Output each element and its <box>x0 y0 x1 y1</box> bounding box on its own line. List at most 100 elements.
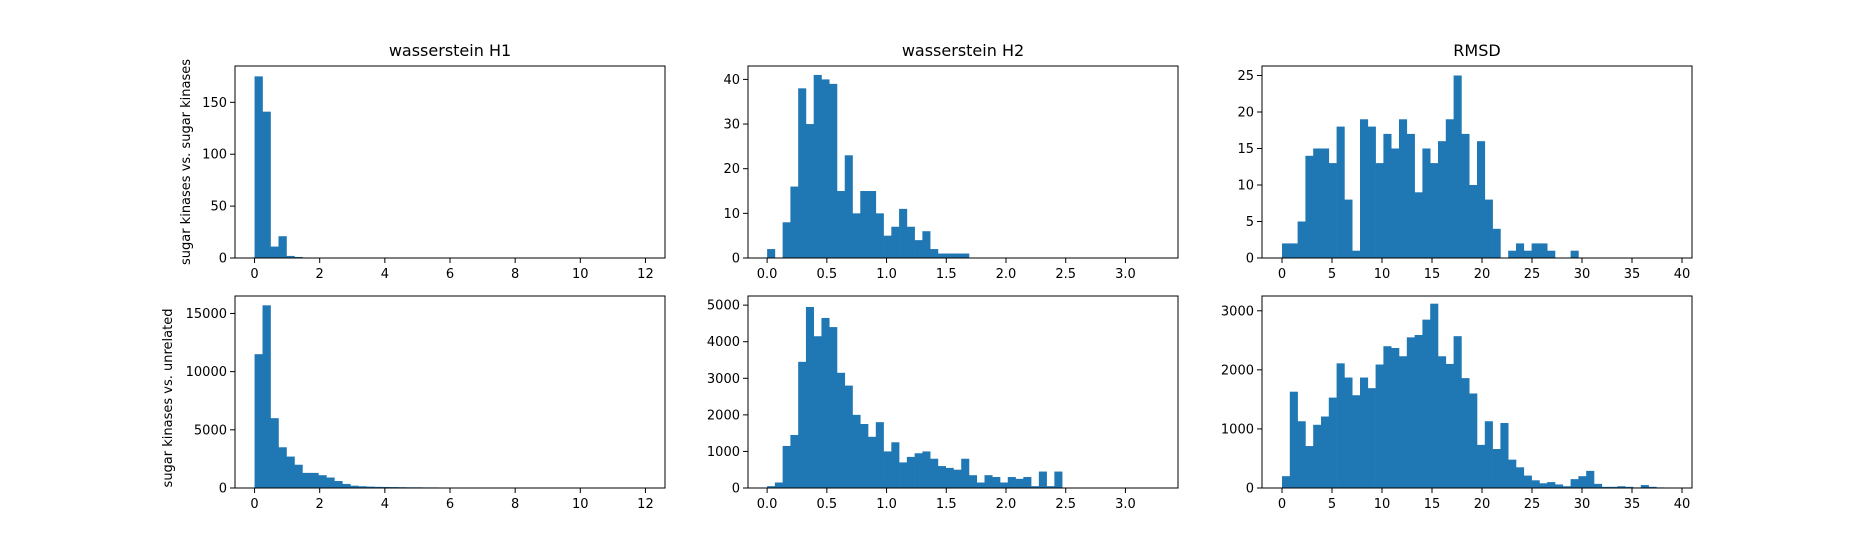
histogram-bar <box>1523 250 1532 258</box>
histogram-bar <box>1375 163 1384 258</box>
y-tick-label: 10 <box>1237 178 1254 193</box>
x-tick-label: 0.0 <box>757 497 778 512</box>
panel-title: wasserstein H1 <box>389 41 511 60</box>
histogram-bar <box>1453 336 1462 488</box>
histogram-bar <box>1430 163 1439 258</box>
y-tick-label: 2000 <box>1221 363 1254 378</box>
histogram-bar <box>1461 133 1470 258</box>
histogram-bar <box>961 458 970 488</box>
histogram-bar <box>1321 416 1330 488</box>
y-tick-label: 1000 <box>707 445 740 460</box>
histogram-bar <box>868 436 877 488</box>
histogram-bar <box>302 472 311 488</box>
row-label-top: sugar kinases vs. sugar kinases <box>179 59 194 265</box>
y-tick-label: 5 <box>1246 215 1254 230</box>
x-tick-label: 2.5 <box>1055 267 1076 282</box>
y-tick-label: 50 <box>210 200 227 215</box>
histogram-bar <box>254 76 263 258</box>
histogram-bar <box>953 469 962 488</box>
histogram-bar <box>821 317 830 488</box>
histogram-bar <box>992 477 1001 488</box>
histogram-bar <box>1601 486 1610 488</box>
panel-title: RMSD <box>1453 41 1500 60</box>
x-tick-label: 2.0 <box>996 497 1017 512</box>
x-tick-label: 25 <box>1524 267 1541 282</box>
x-tick-label: 1.0 <box>876 497 897 512</box>
histogram-bar <box>930 458 939 488</box>
histogram-bar <box>883 235 892 258</box>
histogram-bar <box>1484 421 1493 488</box>
histogram-bar <box>968 475 978 488</box>
histogram-bar <box>790 186 799 258</box>
histogram-bar <box>310 472 319 488</box>
histogram-bar <box>798 361 807 488</box>
histogram-bar <box>1313 148 1322 258</box>
histogram-bar <box>1023 477 1032 488</box>
y-tick-label: 3000 <box>1221 304 1254 319</box>
histogram-bar <box>860 191 869 258</box>
panel-wasserstein-h1-bottom: 0 2 4 6 8 10 12 0 5000 10000 15000 <box>186 295 666 512</box>
x-tick-label: 20 <box>1474 497 1491 512</box>
x-tick-label: 5 <box>1328 497 1336 512</box>
histogram-bar <box>278 447 287 488</box>
x-tick-label: 0 <box>250 267 258 282</box>
histogram-bar <box>1399 119 1408 258</box>
histogram-bar <box>976 482 985 488</box>
y-tick-label: 1000 <box>1221 422 1254 437</box>
histogram-bar <box>1282 476 1291 488</box>
x-tick-label: 3.0 <box>1115 267 1136 282</box>
histogram-bar <box>891 226 900 258</box>
histogram-bar <box>782 445 791 488</box>
histogram-bar <box>1422 319 1431 488</box>
histogram-bar <box>1640 485 1649 488</box>
histogram-bar <box>782 222 791 258</box>
histogram-bar <box>961 253 970 258</box>
histogram-bar <box>1344 377 1353 488</box>
histogram-bar <box>1594 483 1603 488</box>
y-tick-label: 3000 <box>707 372 740 387</box>
histogram-bar <box>1000 482 1009 488</box>
histogram-bar <box>1500 423 1509 488</box>
x-tick-label: 2.0 <box>996 267 1017 282</box>
x-tick-label: 0.5 <box>816 267 837 282</box>
histogram-bar <box>366 486 375 488</box>
histogram-bar <box>1547 250 1556 258</box>
y-tick-label: 0 <box>1246 482 1254 497</box>
histogram-bar <box>1531 480 1540 488</box>
histogram-bar <box>930 249 939 258</box>
histogram-bar <box>883 451 892 488</box>
histogram-bar <box>350 485 359 488</box>
histogram-bar <box>945 253 954 258</box>
histogram-bar <box>1461 378 1470 488</box>
panel-rmsd-top: 0 5 10 15 20 25 30 35 40 0 5 10 15 20 25 RMSD <box>1237 41 1693 282</box>
histogram-bar <box>1305 446 1314 488</box>
x-tick-label: 6 <box>446 497 454 512</box>
histogram-bar <box>821 79 830 259</box>
histogram-bar <box>914 453 923 488</box>
histogram-bar <box>1367 388 1376 488</box>
histogram-bar <box>1289 243 1298 258</box>
panel-wasserstein-h2-top: 0.0 0.5 1.0 1.5 2.0 2.5 3.0 0 10 20 30 40 wasserstei… <box>723 41 1179 282</box>
histogram-bar <box>358 486 367 488</box>
panel-wasserstein-h1-top: 0 2 4 6 8 10 12 0 50 100 150 wasserstein H1 <box>202 41 666 282</box>
histogram-bar <box>1547 482 1556 488</box>
x-tick-label: 4 <box>381 267 389 282</box>
histogram-bar <box>984 475 993 488</box>
histogram-bar <box>1555 484 1564 488</box>
histogram-bar <box>875 213 884 258</box>
x-tick-label: 10 <box>572 267 589 282</box>
x-tick-label: 40 <box>1674 497 1691 512</box>
axes-frame <box>1261 295 1693 489</box>
x-tick-label: 0 <box>1278 497 1286 512</box>
y-tick-label: 4000 <box>707 335 740 350</box>
histogram-bar <box>1352 250 1361 258</box>
histogram-bar <box>1336 126 1345 258</box>
y-tick-label: 20 <box>723 162 740 177</box>
histogram-bar <box>1539 483 1548 488</box>
x-tick-label: 8 <box>511 497 519 512</box>
histogram-bar <box>1617 486 1626 488</box>
histogram-bar <box>374 486 383 488</box>
histogram-bar <box>829 83 838 258</box>
histogram-bar <box>1570 250 1579 258</box>
y-tick-label: 15 <box>1237 142 1254 157</box>
